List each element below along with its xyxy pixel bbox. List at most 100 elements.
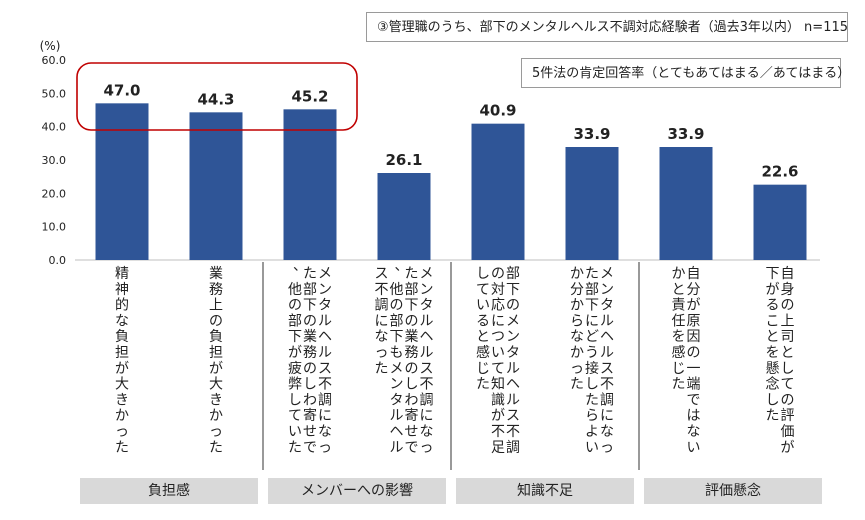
svg-text:タ: タ [390,392,404,408]
svg-text:応: 応 [491,298,505,314]
chart-subtitle: 5件法の肯定回答率（とてもあてはまる／あてはまる） [521,58,850,88]
svg-text:き: き [209,392,223,408]
svg-text:ヘ: ヘ [600,329,614,345]
svg-text:じ: じ [476,361,490,377]
svg-text:ス: ス [600,361,614,377]
value-label: 45.2 [291,87,328,105]
svg-text:た: た [766,408,780,424]
svg-text:っ: っ [570,361,584,377]
svg-text:司: 司 [781,329,795,345]
group-label: 負担感 [80,478,258,504]
bar [659,147,713,260]
svg-text:に: に [420,408,434,424]
svg-text:メ: メ [420,266,434,282]
svg-text:ル: ル [390,408,404,424]
svg-text:な: な [318,424,332,440]
svg-text:下: 下 [766,266,780,282]
svg-text:っ: っ [600,440,614,456]
svg-text:が: が [288,345,302,361]
svg-text:接: 接 [585,360,599,377]
svg-text:業: 業 [405,329,419,345]
svg-text:た: た [570,377,584,393]
value-label: 40.9 [479,102,516,120]
value-label: 33.9 [573,125,610,143]
svg-text:大: 大 [115,377,129,393]
svg-text:か: か [570,298,584,314]
svg-text:ン: ン [506,329,520,345]
svg-text:ス: ス [318,361,332,377]
svg-text:の: の [209,313,223,329]
svg-text:調: 調 [318,392,332,408]
svg-text:寄: 寄 [303,407,317,424]
bar [189,112,243,260]
svg-text:懸: 懸 [766,361,780,377]
bar [565,147,619,260]
group-label: 評価懸念 [644,478,822,504]
svg-text:ス: ス [506,408,520,424]
svg-text:務: 務 [405,345,419,361]
svg-text:部: 部 [303,282,317,298]
svg-text:か: か [672,266,686,282]
y-tick-label: 30.0 [42,154,67,167]
svg-text:ン: ン [390,377,404,393]
svg-text:分: 分 [570,282,584,298]
svg-text:の: の [491,266,505,282]
svg-text:他: 他 [288,282,302,298]
svg-text:ど: ど [585,329,599,345]
svg-text:ヘ: ヘ [390,424,404,440]
svg-text:評: 評 [781,408,795,424]
svg-text:な: な [115,313,129,329]
svg-text:神: 神 [115,282,129,298]
value-label: 47.0 [103,81,140,99]
svg-text:た: た [405,266,419,282]
y-tick-label: 50.0 [42,87,67,100]
svg-text:っ: っ [375,345,389,361]
svg-text:調: 調 [600,392,614,408]
svg-text:精: 精 [115,266,129,282]
svg-text:な: な [420,424,434,440]
group-label: 知識不足 [456,478,634,504]
svg-text:は: は [687,408,701,424]
svg-text:ン: ン [600,282,614,298]
svg-text:な: な [570,329,584,345]
svg-text:業: 業 [303,329,317,345]
bar [95,103,149,260]
svg-text:下: 下 [390,329,404,345]
svg-text:る: る [766,298,780,314]
svg-text:に: に [585,313,599,329]
bar [377,173,431,260]
svg-text:、: 、 [293,258,307,274]
svg-text:感: 感 [672,344,686,361]
svg-text:不: 不 [506,424,520,440]
svg-text:不: 不 [318,377,332,393]
svg-text:知: 知 [491,376,505,393]
svg-text:部: 部 [390,313,404,329]
svg-text:た: た [288,440,302,456]
svg-text:不: 不 [600,377,614,393]
svg-text:ル: ル [600,345,614,361]
svg-text:ル: ル [390,440,404,456]
svg-text:ル: ル [420,345,434,361]
svg-text:ス: ス [375,266,389,282]
svg-text:部: 部 [585,282,599,298]
svg-text:た: た [209,440,223,456]
svg-text:一: 一 [687,361,701,377]
svg-text:負: 負 [115,329,129,345]
y-tick-label: 40.0 [42,121,67,134]
svg-text:下: 下 [288,329,302,345]
svg-text:タ: タ [318,298,332,314]
svg-text:て: て [288,408,302,424]
svg-text:た: た [585,266,599,282]
svg-text:と: と [781,345,795,361]
svg-text:他: 他 [390,282,404,298]
svg-text:で: で [405,440,419,456]
svg-text:い: い [288,424,302,440]
svg-text:の: の [303,313,317,329]
svg-text:上: 上 [781,313,795,329]
svg-text:か: か [570,345,584,361]
svg-text:メ: メ [600,266,614,282]
